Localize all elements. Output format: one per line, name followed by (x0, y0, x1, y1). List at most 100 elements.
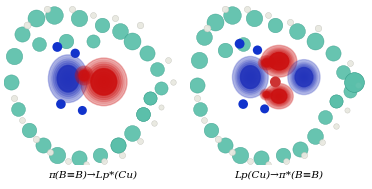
Ellipse shape (288, 60, 320, 94)
Point (283, 160, 289, 163)
Ellipse shape (84, 62, 123, 102)
Ellipse shape (272, 90, 286, 102)
Ellipse shape (91, 69, 116, 95)
Ellipse shape (270, 53, 288, 69)
Point (144, 52, 150, 55)
Ellipse shape (272, 55, 286, 68)
Ellipse shape (260, 57, 272, 68)
Ellipse shape (83, 60, 125, 104)
Ellipse shape (268, 87, 290, 106)
Point (90, 39, 96, 42)
Point (72, 52, 78, 55)
Ellipse shape (278, 60, 280, 63)
Ellipse shape (261, 45, 297, 77)
Ellipse shape (247, 74, 253, 81)
Point (230, 150, 235, 153)
Point (333, 99, 339, 102)
Point (19, 119, 25, 122)
Ellipse shape (94, 72, 113, 92)
Ellipse shape (273, 91, 285, 101)
Ellipse shape (232, 57, 268, 98)
Point (115, 144, 121, 147)
Point (47, 150, 53, 153)
Point (355, 84, 360, 87)
Point (137, 23, 142, 26)
Ellipse shape (79, 70, 89, 81)
Ellipse shape (262, 90, 271, 99)
Ellipse shape (75, 66, 93, 85)
Point (26, 128, 32, 131)
Point (315, 26, 321, 29)
Point (36, 42, 42, 45)
Point (158, 87, 164, 90)
Ellipse shape (235, 60, 265, 94)
Ellipse shape (269, 88, 288, 105)
Ellipse shape (82, 73, 86, 78)
Ellipse shape (278, 95, 280, 97)
Ellipse shape (53, 61, 83, 97)
Ellipse shape (299, 71, 309, 83)
Point (196, 58, 202, 61)
Ellipse shape (300, 73, 308, 81)
Ellipse shape (249, 75, 252, 79)
Point (319, 141, 325, 144)
Point (129, 39, 135, 42)
Ellipse shape (90, 68, 117, 96)
Ellipse shape (301, 74, 307, 80)
Point (240, 42, 246, 45)
Ellipse shape (80, 72, 88, 80)
Ellipse shape (302, 76, 305, 79)
Point (58, 103, 64, 106)
Point (19, 33, 25, 36)
Ellipse shape (92, 70, 115, 94)
Point (279, 153, 285, 156)
Ellipse shape (100, 78, 108, 86)
Point (44, 7, 49, 10)
Point (222, 7, 228, 10)
Ellipse shape (246, 72, 255, 82)
Point (333, 99, 339, 102)
Point (140, 112, 146, 115)
Ellipse shape (264, 48, 294, 74)
Point (79, 109, 85, 112)
Point (340, 71, 346, 74)
Point (69, 7, 75, 10)
Ellipse shape (238, 63, 262, 91)
Ellipse shape (63, 73, 73, 85)
Ellipse shape (76, 67, 92, 84)
Ellipse shape (266, 49, 292, 73)
Ellipse shape (52, 59, 84, 98)
Point (147, 96, 153, 99)
Ellipse shape (260, 89, 273, 100)
Point (15, 107, 21, 110)
Ellipse shape (276, 94, 281, 98)
Point (76, 156, 82, 160)
Point (83, 163, 89, 166)
Ellipse shape (269, 53, 289, 70)
Ellipse shape (262, 91, 270, 98)
Point (54, 153, 60, 156)
Point (33, 138, 39, 141)
Ellipse shape (273, 56, 285, 67)
Point (170, 80, 176, 83)
Ellipse shape (292, 64, 316, 90)
Point (151, 122, 157, 125)
Ellipse shape (269, 52, 289, 70)
Ellipse shape (241, 67, 259, 88)
Ellipse shape (48, 55, 88, 102)
Point (12, 55, 17, 58)
Ellipse shape (293, 65, 315, 89)
Point (240, 103, 246, 106)
Ellipse shape (57, 65, 80, 93)
Point (140, 112, 146, 115)
Ellipse shape (266, 84, 292, 108)
Ellipse shape (77, 68, 91, 83)
Point (137, 139, 142, 142)
Ellipse shape (265, 93, 268, 96)
Ellipse shape (295, 67, 313, 87)
Point (33, 17, 39, 20)
Point (323, 115, 328, 118)
Point (51, 14, 57, 17)
Ellipse shape (296, 68, 312, 86)
Point (194, 84, 200, 87)
